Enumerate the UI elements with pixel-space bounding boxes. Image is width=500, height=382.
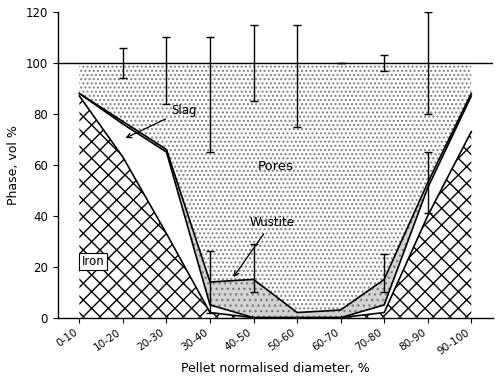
Text: Pores: Pores xyxy=(258,160,294,173)
Text: Wustite: Wustite xyxy=(234,216,294,276)
X-axis label: Pellet normalised diameter, %: Pellet normalised diameter, % xyxy=(181,362,370,375)
Text: Slag: Slag xyxy=(126,104,196,138)
Text: Iron: Iron xyxy=(82,255,104,268)
Y-axis label: Phase, vol %: Phase, vol % xyxy=(7,125,20,205)
